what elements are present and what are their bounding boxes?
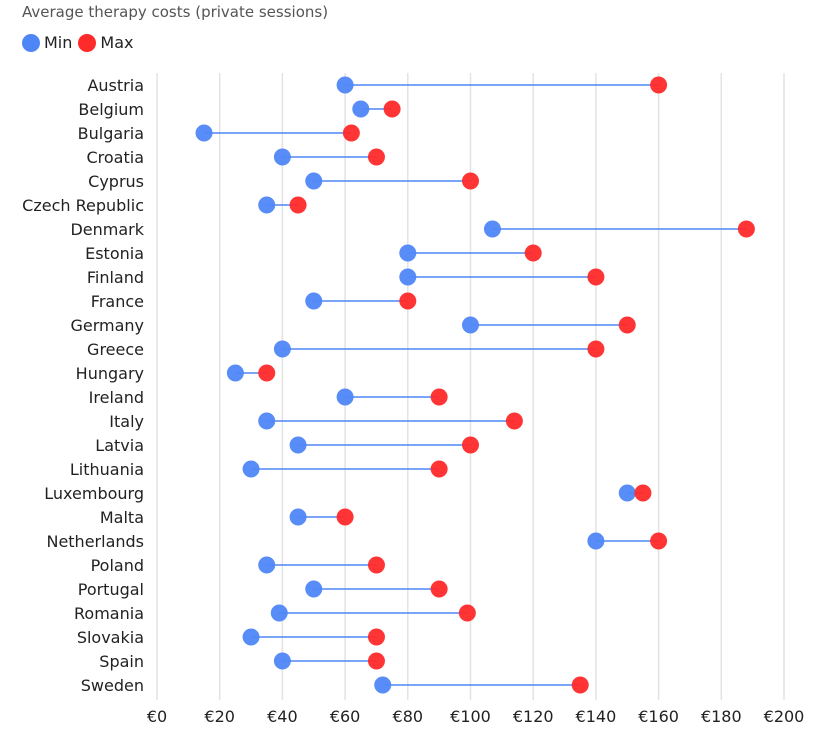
min-point[interactable] [374, 676, 392, 694]
category-label: Portugal [78, 580, 144, 599]
max-point[interactable] [258, 364, 276, 382]
min-point[interactable] [226, 364, 244, 382]
max-point[interactable] [587, 268, 605, 286]
min-point[interactable] [258, 412, 276, 430]
max-point[interactable] [342, 124, 360, 142]
min-point[interactable] [258, 196, 276, 214]
chart-title: Average therapy costs (private sessions) [22, 3, 329, 21]
min-point[interactable] [289, 508, 307, 526]
legend: Min Max [22, 33, 139, 52]
category-label: Greece [87, 340, 144, 359]
max-point[interactable] [430, 388, 448, 406]
max-point[interactable] [462, 172, 479, 190]
min-point[interactable] [305, 292, 323, 310]
max-point[interactable] [505, 412, 523, 430]
category-label: Netherlands [46, 532, 144, 551]
category-label: Bulgaria [78, 124, 144, 143]
min-point[interactable] [258, 556, 276, 574]
min-point[interactable] [305, 580, 323, 598]
category-label: Ireland [89, 388, 144, 407]
x-tick-label: €40 [267, 707, 298, 726]
x-tick-label: €200 [764, 707, 805, 726]
legend-item-max[interactable]: Max [78, 33, 133, 52]
category-label: Poland [91, 556, 144, 575]
min-point[interactable] [289, 436, 307, 454]
max-point[interactable] [367, 652, 385, 670]
min-point[interactable] [399, 268, 417, 286]
min-point[interactable] [483, 220, 501, 238]
legend-max-swatch [78, 33, 97, 52]
min-point[interactable] [336, 76, 354, 94]
max-point[interactable] [634, 484, 652, 502]
x-tick-label: €20 [204, 707, 235, 726]
min-point[interactable] [462, 316, 479, 334]
min-point[interactable] [273, 340, 291, 358]
max-point[interactable] [383, 100, 401, 118]
legend-item-min[interactable]: Min [22, 33, 72, 52]
category-label: Estonia [85, 244, 144, 263]
category-label: Finland [87, 268, 144, 287]
category-label: Malta [100, 508, 144, 527]
max-point[interactable] [367, 628, 385, 646]
min-point[interactable] [336, 388, 354, 406]
max-point[interactable] [650, 76, 668, 94]
category-label: France [91, 292, 144, 311]
category-label: Cyprus [88, 172, 144, 191]
category-label: Italy [109, 412, 144, 431]
max-point[interactable] [399, 292, 417, 310]
category-label: Czech Republic [22, 196, 144, 215]
max-point[interactable] [289, 196, 307, 214]
max-point[interactable] [336, 508, 354, 526]
x-tick-label: €0 [147, 707, 167, 726]
category-label: Germany [70, 316, 144, 335]
category-label: Hungary [76, 364, 144, 383]
min-point[interactable] [587, 532, 605, 550]
max-point[interactable] [367, 148, 385, 166]
category-label: Latvia [95, 436, 144, 455]
category-label: Austria [87, 76, 144, 95]
x-tick-label: €140 [576, 707, 617, 726]
category-label: Lithuania [70, 460, 144, 479]
max-point[interactable] [458, 604, 476, 622]
max-point[interactable] [430, 460, 448, 478]
category-label: Denmark [70, 220, 144, 239]
category-label: Croatia [86, 148, 144, 167]
category-label: Belgium [78, 100, 144, 119]
max-point[interactable] [367, 556, 385, 574]
min-point[interactable] [618, 484, 636, 502]
max-point[interactable] [650, 532, 668, 550]
x-tick-label: €100 [450, 707, 491, 726]
x-tick-label: €180 [701, 707, 742, 726]
max-point[interactable] [737, 220, 755, 238]
x-tick-label: €120 [513, 707, 554, 726]
max-point[interactable] [462, 436, 479, 454]
category-label: Romania [74, 604, 144, 623]
min-point[interactable] [242, 460, 260, 478]
legend-max-label: Max [100, 33, 134, 52]
min-point[interactable] [273, 652, 291, 670]
min-point[interactable] [273, 148, 291, 166]
min-point[interactable] [242, 628, 260, 646]
max-point[interactable] [587, 340, 605, 358]
min-point[interactable] [305, 172, 323, 190]
max-point[interactable] [430, 580, 448, 598]
max-point[interactable] [618, 316, 636, 334]
min-point[interactable] [399, 244, 417, 262]
min-point[interactable] [352, 100, 370, 118]
category-label: Luxembourg [44, 484, 144, 503]
x-tick-label: €160 [638, 707, 679, 726]
min-point[interactable] [195, 124, 213, 142]
category-label: Slovakia [77, 628, 144, 647]
category-label: Sweden [81, 676, 144, 695]
max-point[interactable] [524, 244, 542, 262]
legend-min-label: Min [44, 33, 73, 52]
category-label: Spain [99, 652, 144, 671]
min-point[interactable] [270, 604, 288, 622]
legend-min-swatch [22, 33, 40, 52]
max-point[interactable] [571, 676, 589, 694]
x-tick-label: €60 [330, 707, 361, 726]
x-tick-label: €80 [393, 707, 424, 726]
